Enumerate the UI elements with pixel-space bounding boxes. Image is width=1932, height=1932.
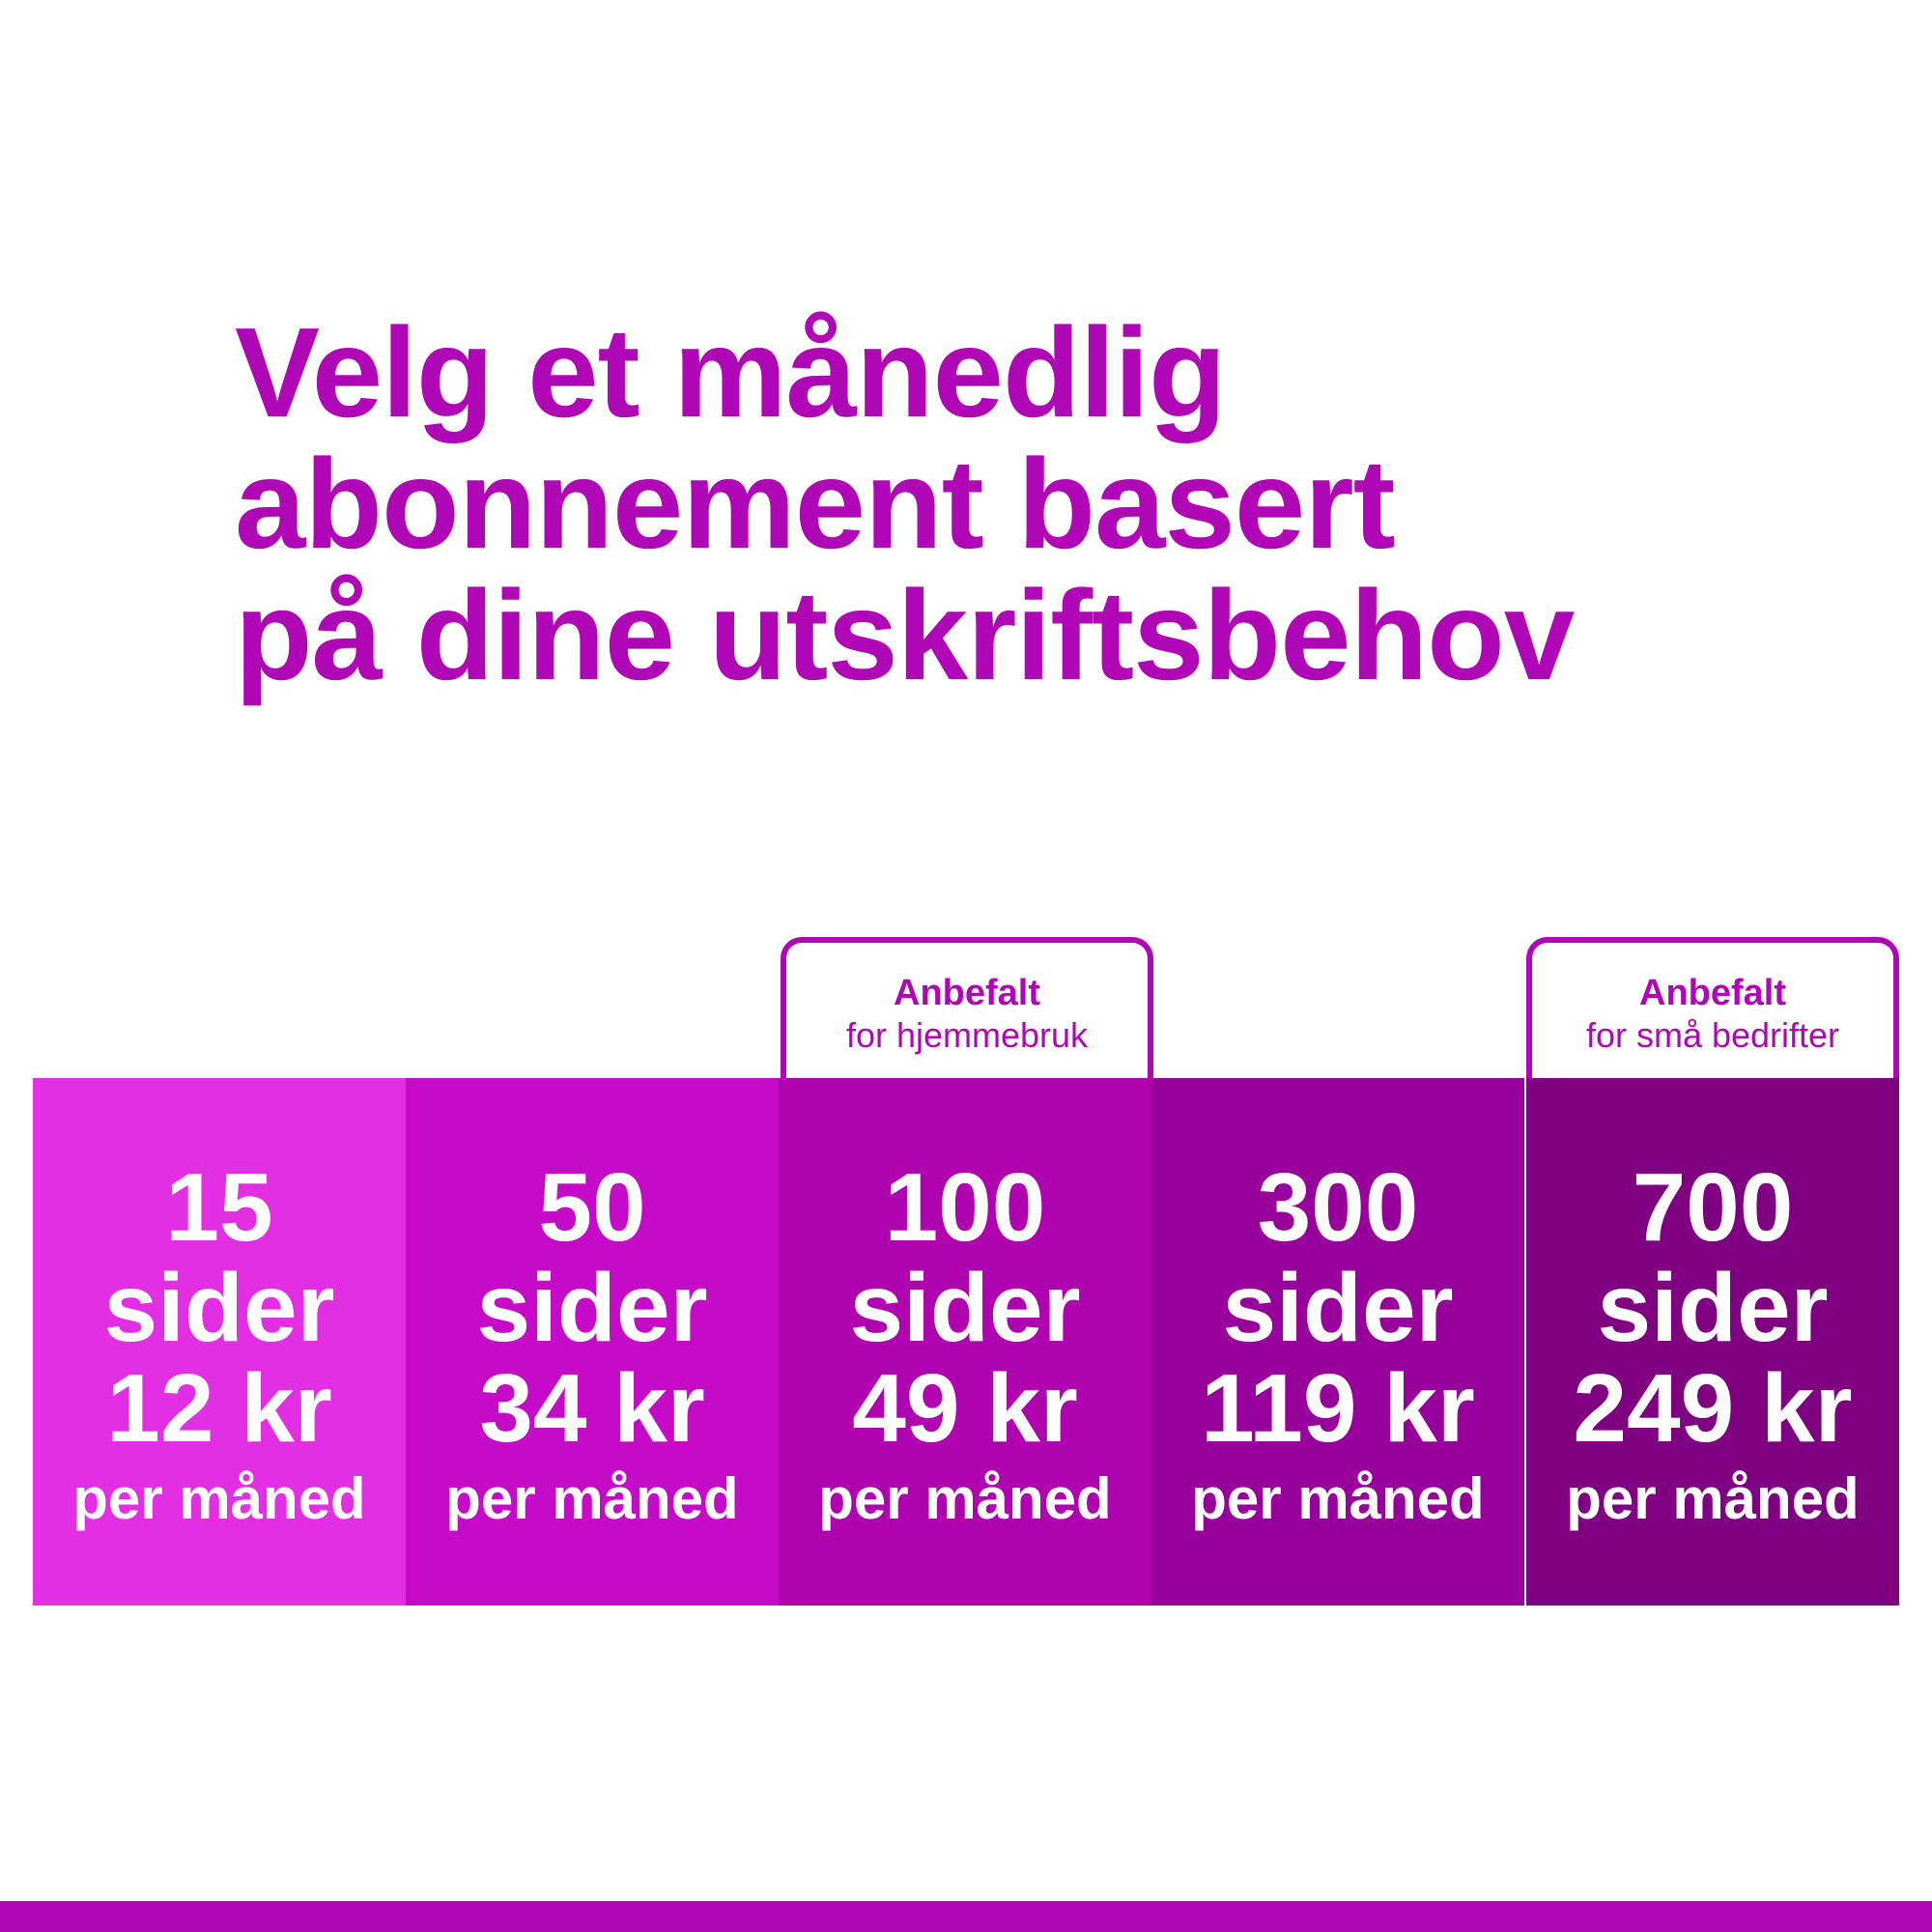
plan-price: 49 kr: [852, 1354, 1078, 1463]
plan-unit: sider: [1597, 1254, 1829, 1362]
recommended-home-badge: Anbefalt for hjemmebruk: [781, 937, 1153, 1082]
plan-700-pages[interactable]: 700 sider 249 kr per måned: [1526, 1078, 1899, 1605]
plan-period: per måned: [1566, 1466, 1860, 1531]
plan-period: per måned: [1191, 1466, 1485, 1531]
plan-price: 12 kr: [106, 1354, 332, 1463]
plan-unit: sider: [1222, 1254, 1454, 1362]
plan-unit: sider: [849, 1254, 1081, 1362]
plan-pages: 50: [538, 1153, 646, 1262]
plan-pages: 100: [884, 1153, 1046, 1262]
bottom-accent-bar: [0, 1901, 1932, 1932]
badge-subtitle: for hjemmebruk: [845, 1015, 1089, 1055]
title-line-1: Velg et månedlig: [235, 301, 1227, 443]
plan-50-pages[interactable]: 50 sider 34 kr per måned: [406, 1078, 779, 1605]
plan-price: 249 kr: [1573, 1354, 1853, 1463]
title-line-2: abonnement basert: [235, 433, 1396, 575]
plan-pages: 15: [165, 1153, 273, 1262]
plan-100-pages[interactable]: 100 sider 49 kr per måned: [779, 1078, 1151, 1605]
plan-15-pages[interactable]: 15 sider 12 kr per måned: [33, 1078, 406, 1605]
plan-period: per måned: [818, 1466, 1112, 1531]
plan-period: per måned: [445, 1466, 739, 1531]
plan-options: 15 sider 12 kr per måned 50 sider 34 kr …: [33, 1078, 1899, 1605]
plan-unit: sider: [476, 1254, 708, 1362]
title-line-3: på dine utskriftsbehov: [235, 564, 1575, 706]
page-title: Velg et månedlig abonnement basert på di…: [235, 301, 1575, 706]
plan-unit: sider: [103, 1254, 335, 1362]
plan-pages: 300: [1257, 1153, 1419, 1262]
plan-period: per måned: [72, 1466, 366, 1531]
badge-title: Anbefalt: [1639, 973, 1786, 1013]
badge-title: Anbefalt: [894, 973, 1040, 1013]
plan-price: 34 kr: [479, 1354, 705, 1463]
recommended-business-badge: Anbefalt for små bedrifter: [1526, 937, 1899, 1082]
plan-price: 119 kr: [1201, 1354, 1475, 1463]
badge-subtitle: for små bedrifter: [1585, 1015, 1840, 1055]
plan-pages: 700: [1632, 1153, 1794, 1262]
plan-300-pages[interactable]: 300 sider 119 kr per måned: [1151, 1078, 1524, 1605]
